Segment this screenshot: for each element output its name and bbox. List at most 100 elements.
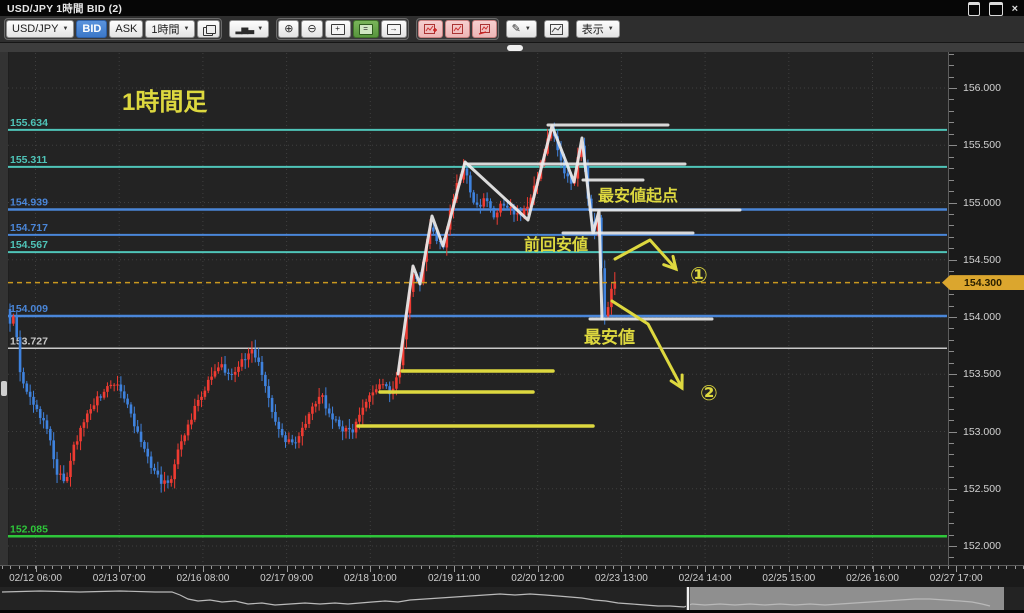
timeframe-label: 1時間 [151,24,180,36]
time-axis-major-tick [705,566,707,572]
indicator-remove-icon [478,23,490,35]
time-axis-minor-tick [161,566,163,569]
time-axis-minor-tick [780,566,782,569]
candles [8,122,617,493]
chart-type-dropdown[interactable]: ▂▅▃ ▼ [229,20,270,38]
navigator-handle[interactable] [686,587,690,610]
candle-body [314,403,318,407]
candle-body [260,361,264,375]
navigator-history-region [0,587,686,610]
indicator-remove-button[interactable] [471,20,497,38]
time-axis-minor-tick [43,566,45,569]
display-label: 表示 [581,24,604,36]
timeframe-dropdown[interactable]: 1時間 ▼ [145,20,196,38]
display-dropdown[interactable]: 表示 ▼ [575,20,620,38]
zoom-in-button[interactable]: ⊕ [278,20,300,38]
time-axis-label: 02/18 10:00 [343,573,397,584]
time-axis-minor-tick [931,566,933,569]
candle-body [79,427,82,442]
candlestick-chart[interactable]: 155.634 155.311 154.939 154.717 154.567 154.0… [0,52,948,565]
title-bar[interactable]: USD/JPY 1時間 BID (2) × [0,0,1024,16]
time-axis-minor-tick [579,566,581,569]
horizontal-scrollbar-thumb[interactable] [507,44,523,51]
candle-body [250,349,254,354]
candle-body [277,421,281,429]
time-axis-label: 02/20 12:00 [511,573,565,584]
candle-body [327,408,331,414]
price-axis-tick [949,213,954,215]
time-axis-minor-tick [688,566,690,569]
time-axis-label: 02/16 08:00 [176,573,230,584]
navigator-line [1,590,991,608]
candle-body [563,160,566,174]
circle-1-label: ① [690,264,708,287]
time-axis-minor-tick [897,566,899,569]
ask-button[interactable]: ASK [109,20,144,38]
candle-body [482,198,486,207]
bid-button[interactable]: BID [76,20,108,38]
price-axis-label: 154.500 [963,253,1001,266]
candle-body [405,313,408,340]
price-axis-tick [949,420,954,422]
close-icon[interactable]: × [1011,3,1018,15]
chart-navigator[interactable] [0,587,1024,610]
draw-tool-dropdown[interactable]: ✎ ▼ [505,20,537,38]
time-axis-major-tick [788,566,790,572]
zigzag-trend-line [396,124,604,376]
time-axis-minor-tick [403,566,405,569]
time-axis-major-tick [956,566,958,572]
candle-body [55,459,59,475]
pane-move-button[interactable]: → [380,20,407,38]
vertical-scrollbar[interactable] [0,52,9,565]
time-axis-minor-tick [629,566,631,569]
price-axis-tick [949,397,954,399]
pane-add-button[interactable]: + [324,20,351,38]
candle-body [230,373,234,375]
candle-body [32,396,35,405]
zoom-out-button[interactable]: ⊖ [301,20,323,38]
time-axis-minor-tick [947,566,949,569]
candle-body [495,212,499,218]
candle-body [176,449,180,465]
candle-body [15,316,19,338]
chart-window-button[interactable] [543,20,569,38]
time-axis-major-tick [119,566,121,572]
time-axis-minor-tick [855,566,857,569]
candle-body [89,409,92,414]
time-axis-minor-tick [914,566,916,569]
indicator-add-button[interactable] [417,20,443,38]
candle-body [129,404,133,414]
pane-split-button[interactable]: = [352,20,379,38]
time-axis-minor-tick [445,566,447,569]
candle-body [173,464,176,480]
maximize-icon[interactable] [988,2,1003,16]
candle-body [374,389,378,393]
time-axis-major-tick [35,566,37,572]
indicator-edit-button[interactable] [444,20,470,38]
time-axis-minor-tick [571,566,573,569]
time-axis-minor-tick [269,566,271,569]
candle-body [445,229,449,248]
duplicate-chart-button[interactable] [197,20,221,38]
time-axis[interactable]: 02/12 06:00 02/13 07:00 02/16 08:00 02/17 0… [0,565,1024,588]
current-price-tag: 154.300 [942,275,1024,291]
vertical-scrollbar-thumb[interactable] [1,381,7,396]
candle-body [351,429,355,433]
time-axis-major-tick [286,566,288,572]
symbol-dropdown[interactable]: USD/JPY ▼ [6,20,75,38]
candle-body [213,371,217,377]
price-axis[interactable]: 156.000 155.500 155.000 154.500 154.000 153.5… [942,52,1024,565]
candle-body [203,390,207,397]
candle-body [307,413,311,424]
price-axis-tick [949,431,957,433]
candle-body [469,175,472,193]
time-axis-minor-tick [939,566,941,569]
chevron-down-icon: ▼ [62,26,69,32]
price-axis-tick [949,511,954,513]
candle-body [280,428,284,436]
symbol-label: USD/JPY [12,23,59,35]
minimize-icon[interactable] [967,2,980,16]
time-axis-minor-tick [278,566,280,569]
candle-body [210,376,213,380]
window-controls: × [967,2,1018,16]
